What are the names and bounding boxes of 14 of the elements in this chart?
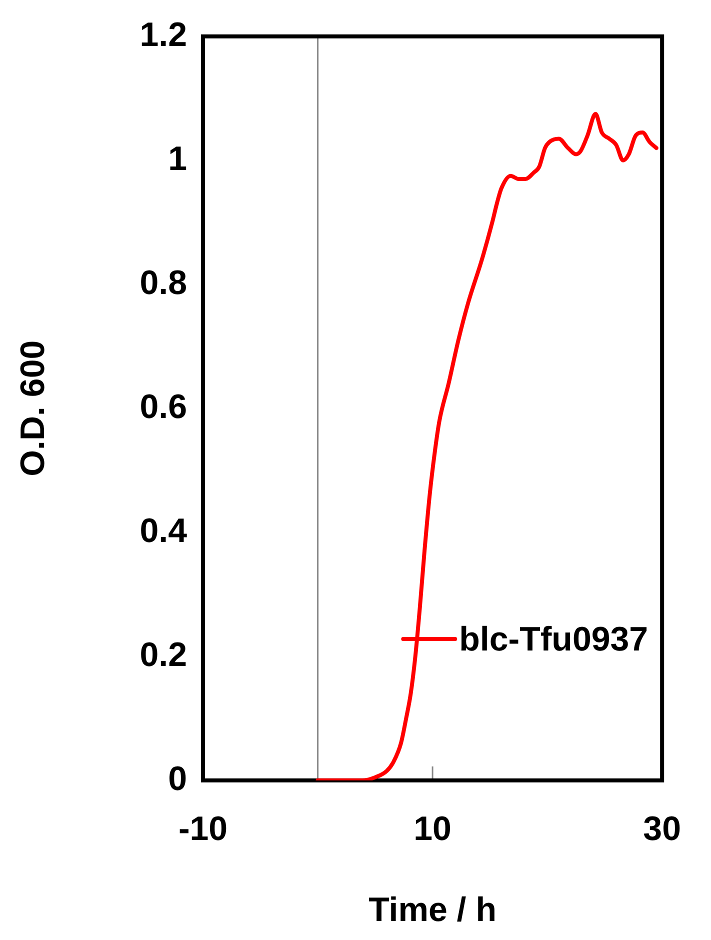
x-tick-label: 30 (643, 810, 682, 848)
y-tick-label: 1.2 (140, 16, 187, 54)
y-tick-label: 0.4 (140, 512, 188, 550)
x-axis-title: Time / h (368, 890, 496, 929)
y-tick-label: 0.8 (140, 264, 187, 302)
x-tick-label: -10 (178, 810, 228, 848)
line-series (316, 112, 658, 780)
legend-label: blc-Tfu0937 (459, 620, 648, 658)
y-tick-label: 1 (168, 140, 187, 178)
y-tick-label: 0 (168, 760, 187, 798)
y-tick-label: 0.6 (140, 388, 187, 426)
x-tick-label: 10 (414, 810, 452, 848)
y-tick-label: 0.2 (140, 636, 187, 674)
y-axis-title: O.D. 600 (14, 340, 52, 476)
